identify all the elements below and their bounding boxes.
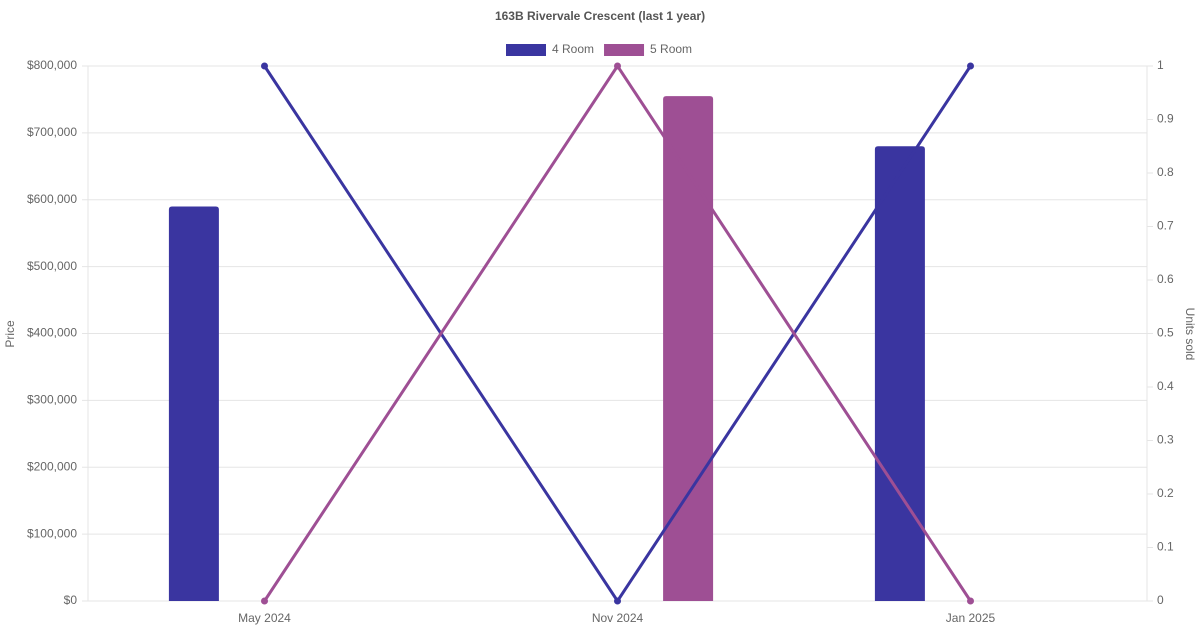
chart-title: 163B Rivervale Crescent (last 1 year) bbox=[495, 9, 705, 23]
y2-tick-label: 0.1 bbox=[1157, 540, 1174, 554]
y-axis-title: Price bbox=[3, 320, 17, 348]
units-point bbox=[261, 597, 268, 605]
y2-tick-label: 1 bbox=[1157, 58, 1164, 72]
x-tick-label: May 2024 bbox=[238, 611, 291, 625]
y2-tick-label: 0 bbox=[1157, 593, 1164, 607]
y-tick-label: $500,000 bbox=[27, 259, 77, 273]
y-tick-label: $100,000 bbox=[27, 526, 77, 540]
y2-tick-label: 0.9 bbox=[1157, 112, 1174, 126]
y-tick-label: $200,000 bbox=[27, 459, 77, 473]
legend-label: 5 Room bbox=[650, 42, 692, 56]
y-tick-label: $700,000 bbox=[27, 125, 77, 139]
y-tick-label: $400,000 bbox=[27, 326, 77, 340]
y2-axis-title: Units sold bbox=[1183, 308, 1197, 361]
y2-tick-label: 0.5 bbox=[1157, 326, 1174, 340]
y2-tick-label: 0.6 bbox=[1157, 272, 1174, 286]
bar bbox=[874, 146, 925, 601]
units-point bbox=[261, 62, 268, 70]
x-tick-label: Jan 2025 bbox=[946, 611, 996, 625]
y2-tick-label: 0.2 bbox=[1157, 486, 1174, 500]
legend-label: 4 Room bbox=[552, 42, 594, 56]
y2-tick-label: 0.4 bbox=[1157, 379, 1174, 393]
y-tick-label: $800,000 bbox=[27, 58, 77, 72]
legend-swatch bbox=[604, 44, 645, 56]
x-tick-label: Nov 2024 bbox=[592, 611, 644, 625]
units-point bbox=[967, 597, 974, 605]
units-point bbox=[614, 597, 621, 605]
units-point bbox=[967, 62, 974, 70]
bar bbox=[168, 206, 219, 601]
y-tick-label: $300,000 bbox=[27, 393, 77, 407]
units-point bbox=[614, 62, 621, 70]
y-tick-label: $600,000 bbox=[27, 192, 77, 206]
y2-tick-label: 0.7 bbox=[1157, 219, 1174, 233]
y-tick-label: $0 bbox=[64, 593, 78, 607]
y2-tick-label: 0.3 bbox=[1157, 433, 1174, 447]
y2-tick-label: 0.8 bbox=[1157, 165, 1174, 179]
legend-swatch bbox=[506, 44, 546, 56]
